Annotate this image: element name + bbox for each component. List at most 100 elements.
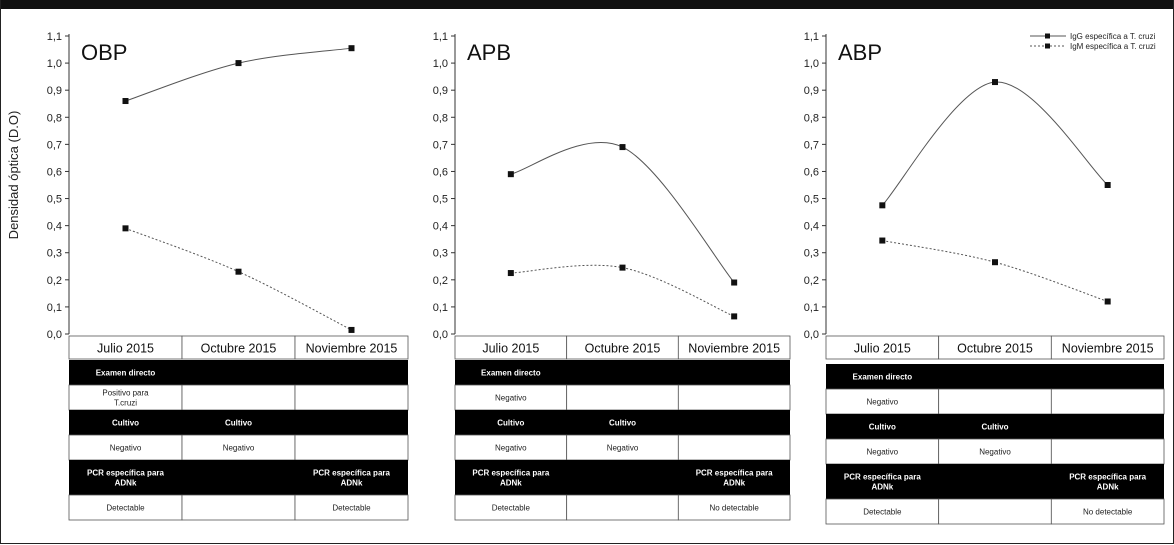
table-header-label: Julio 2015 — [97, 342, 154, 356]
panel-title: OBP — [81, 40, 127, 65]
y-tick-label: 0,4 — [47, 221, 62, 233]
y-tick-label: 1,1 — [433, 31, 448, 43]
table-cell — [677, 434, 791, 461]
table-cell — [294, 434, 409, 461]
y-tick-label: 0,4 — [433, 221, 448, 233]
y-tick-label: 1,0 — [433, 58, 448, 70]
igg-data-point — [1104, 182, 1111, 188]
igg-data-point — [348, 45, 355, 52]
table-cell-value: Negativo — [867, 398, 899, 407]
y-axis-label: Densidad óptica (D.O) — [6, 111, 21, 240]
table-black-label: Examen directo — [853, 373, 913, 382]
table-header-label: Noviembre 2015 — [306, 342, 398, 356]
y-tick-label: 1,1 — [804, 31, 819, 43]
igg-series-line — [510, 141, 735, 283]
table-row-black — [455, 410, 790, 435]
table-black-label: PCR específica para — [472, 469, 549, 478]
y-tick-label: 0,1 — [433, 302, 448, 314]
igg-data-point — [507, 171, 514, 178]
igm-series-line — [510, 264, 735, 317]
y-tick-label: 0,7 — [47, 139, 62, 151]
legend-marker — [1045, 43, 1050, 49]
table-cell — [825, 438, 940, 465]
table-row-black — [69, 460, 408, 495]
legend-marker — [1045, 33, 1050, 39]
table-black-label: ADNk — [723, 479, 745, 488]
table-cell-value: Detectable — [332, 504, 371, 513]
table-header-cell — [1050, 335, 1165, 360]
table-cell — [181, 434, 296, 461]
table-cell — [677, 494, 791, 521]
top-border — [0, 0, 1174, 9]
table-black-label: PCR específica para — [1069, 473, 1146, 482]
table-black-label: ADNk — [871, 483, 893, 492]
table-black-label: Examen directo — [96, 369, 156, 378]
y-tick-label: 0,4 — [804, 221, 819, 233]
table-cell-value: Negativo — [495, 444, 527, 453]
table-cell — [677, 384, 791, 411]
table-row-black — [826, 464, 1164, 499]
y-tick-label: 0,7 — [804, 139, 819, 151]
table-black-label: ADNk — [115, 479, 137, 488]
y-tick-label: 0,8 — [47, 112, 62, 124]
igg-data-point — [235, 60, 242, 67]
table-black-label: PCR específica para — [313, 469, 390, 478]
table-row-black — [455, 360, 790, 385]
table-header-cell — [677, 335, 791, 360]
table-black-label: Cultivo — [981, 423, 1008, 432]
y-tick-label: 0,5 — [804, 194, 819, 206]
table-cell — [1050, 388, 1165, 415]
igm-data-point — [122, 225, 129, 232]
table-black-label: ADNk — [1097, 483, 1119, 492]
table-header-label: Julio 2015 — [482, 342, 539, 356]
table-header-label: Noviembre 2015 — [1062, 342, 1154, 356]
table-cell — [566, 494, 679, 521]
igm-series-line — [125, 227, 352, 331]
igg-data-point — [879, 202, 886, 209]
igm-data-point — [507, 270, 514, 277]
table-header-label: Octubre 2015 — [585, 342, 661, 356]
table-row-black — [826, 364, 1164, 389]
table-black-label: Cultivo — [609, 419, 636, 428]
table-cell-value: Positivo para — [102, 389, 149, 398]
igm-data-point — [879, 237, 886, 244]
y-tick-label: 0,9 — [433, 85, 448, 97]
table-black-label: Cultivo — [497, 419, 524, 428]
y-tick-label: 0,0 — [433, 329, 448, 341]
y-tick-label: 0,8 — [804, 112, 819, 124]
y-tick-label: 0,7 — [433, 139, 448, 151]
panel-title: APB — [467, 40, 511, 65]
table-header-cell — [294, 335, 409, 360]
table-black-label: ADNk — [341, 479, 363, 488]
table-header-label: Octubre 2015 — [201, 342, 277, 356]
y-tick-label: 1,1 — [47, 31, 62, 43]
y-tick-label: 0,2 — [433, 275, 448, 287]
table-row-black — [69, 410, 408, 435]
table-header-label: Noviembre 2015 — [688, 342, 780, 356]
y-tick-label: 0,2 — [47, 275, 62, 287]
igg-series-line — [125, 47, 352, 102]
table-cell-value: Detectable — [106, 504, 145, 513]
igm-series-line — [882, 240, 1108, 302]
y-tick-label: 0,5 — [433, 194, 448, 206]
table-cell — [1050, 498, 1165, 525]
table-header-label: Octubre 2015 — [957, 342, 1033, 356]
igg-data-point — [122, 98, 129, 105]
igg-data-point — [992, 79, 998, 86]
legend-label: IgM específica a T. cruzi — [1070, 42, 1156, 51]
y-tick-label: 0,3 — [47, 248, 62, 260]
table-cell — [1050, 438, 1165, 465]
y-tick-label: 0,3 — [433, 248, 448, 260]
y-tick-label: 0,6 — [433, 166, 448, 178]
table-cell — [294, 494, 409, 521]
table-cell-value: Negativo — [867, 448, 899, 457]
table-cell — [566, 384, 679, 411]
table-cell-value: Negativo — [223, 444, 255, 453]
table-black-label: Examen directo — [481, 369, 541, 378]
igm-data-point — [731, 313, 738, 320]
table-cell-value: No detectable — [1083, 508, 1133, 517]
y-tick-label: 0,6 — [47, 166, 62, 178]
table-cell-value: Negativo — [979, 448, 1011, 457]
table-cell-value: Negativo — [607, 444, 639, 453]
